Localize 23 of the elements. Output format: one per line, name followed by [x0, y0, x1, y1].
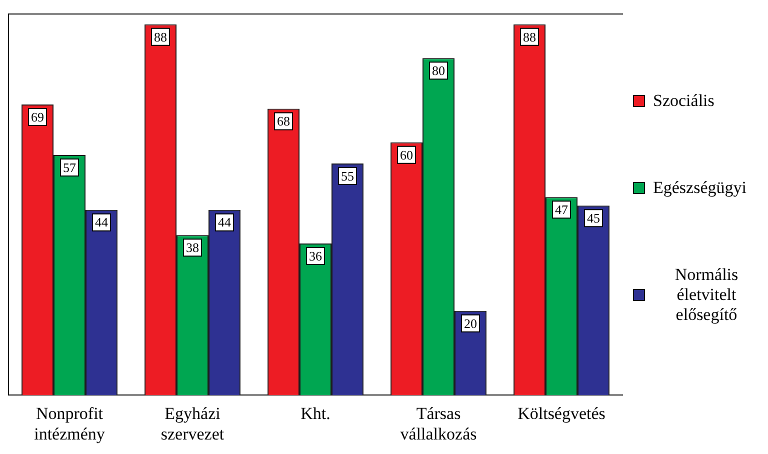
data-label: 44: [218, 214, 232, 230]
data-label: 88: [523, 29, 536, 44]
data-label: 68: [277, 114, 290, 129]
data-label: 69: [31, 109, 44, 124]
data-label: 80: [432, 63, 445, 78]
legend-label: Egészségügyi: [653, 178, 746, 198]
x-tick-label: Kht.: [300, 404, 330, 423]
data-label: 60: [400, 147, 414, 162]
data-label: 36: [309, 248, 322, 264]
legend-label: Szociális: [653, 91, 714, 112]
x-tick-label: Társas vállalkozás: [400, 404, 477, 444]
data-label: 20: [464, 316, 477, 331]
data-label: 45: [586, 210, 600, 226]
x-tick-label: Költségvetés: [518, 404, 606, 423]
data-label: 47: [555, 202, 568, 218]
data-label: 55: [340, 168, 354, 184]
legend-label: Normális életvitelt elősegítő: [674, 264, 740, 325]
data-label: 44: [94, 214, 108, 230]
data-label: 38: [186, 240, 199, 256]
x-tick-label: Nonprofit intézmény: [34, 404, 106, 444]
x-tick-label: Egyházi szervezet: [160, 404, 224, 444]
data-label: 57: [63, 160, 76, 175]
data-label: 88: [154, 29, 168, 44]
